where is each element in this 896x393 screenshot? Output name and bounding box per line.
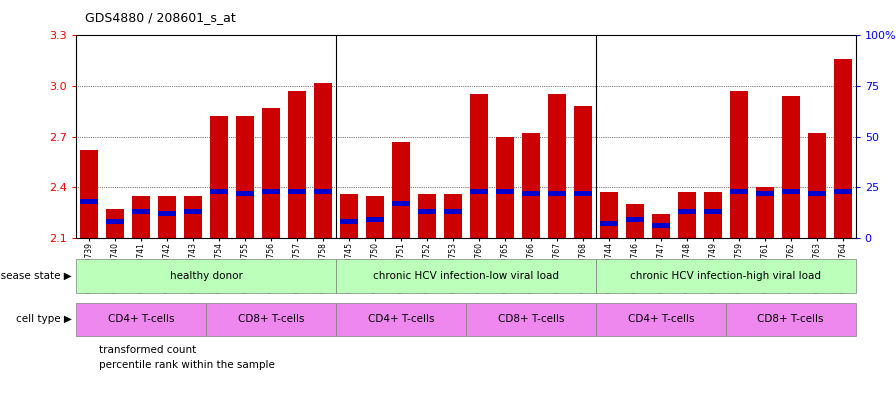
Bar <box>236 191 254 196</box>
Bar <box>158 196 177 238</box>
Bar <box>262 108 280 238</box>
Bar <box>596 303 726 336</box>
Bar <box>418 194 436 238</box>
Bar <box>781 189 800 194</box>
Text: CD4+ T-cells: CD4+ T-cells <box>367 314 435 324</box>
Bar <box>573 106 592 238</box>
Bar <box>262 189 280 194</box>
Bar <box>781 96 800 238</box>
Bar <box>651 223 670 228</box>
Bar <box>80 150 99 238</box>
Bar <box>833 189 852 194</box>
Text: disease state ▶: disease state ▶ <box>0 271 72 281</box>
Bar <box>210 189 228 194</box>
Text: chronic HCV infection-high viral load: chronic HCV infection-high viral load <box>630 271 822 281</box>
Bar <box>651 214 670 238</box>
Bar <box>495 189 514 194</box>
Bar <box>366 196 384 238</box>
Bar <box>206 303 336 336</box>
Text: chronic HCV infection-low viral load: chronic HCV infection-low viral load <box>373 271 559 281</box>
Text: CD4+ T-cells: CD4+ T-cells <box>108 314 175 324</box>
Bar <box>470 94 488 238</box>
Bar <box>833 59 852 238</box>
Bar <box>703 192 722 238</box>
Text: CD8+ T-cells: CD8+ T-cells <box>237 314 305 324</box>
Bar <box>495 136 514 238</box>
Bar <box>547 191 566 196</box>
Bar <box>340 194 358 238</box>
Bar <box>470 189 488 194</box>
Text: CD4+ T-cells: CD4+ T-cells <box>627 314 694 324</box>
Bar <box>677 209 696 214</box>
Bar <box>132 209 151 214</box>
Bar <box>184 209 202 214</box>
Bar <box>729 91 748 238</box>
Bar <box>726 303 856 336</box>
Text: transformed count: transformed count <box>99 345 196 355</box>
Bar <box>392 141 410 238</box>
Bar <box>703 209 722 214</box>
Text: GDS4880 / 208601_s_at: GDS4880 / 208601_s_at <box>85 11 236 24</box>
Bar <box>336 303 466 336</box>
Bar <box>76 259 336 293</box>
Bar <box>288 189 306 194</box>
Bar <box>366 217 384 222</box>
Bar <box>76 303 206 336</box>
Bar <box>599 221 618 226</box>
Bar <box>596 259 856 293</box>
Bar <box>418 209 436 214</box>
Bar <box>521 191 540 196</box>
Bar <box>132 196 151 238</box>
Text: percentile rank within the sample: percentile rank within the sample <box>99 360 274 371</box>
Bar <box>158 211 177 216</box>
Text: CD8+ T-cells: CD8+ T-cells <box>497 314 564 324</box>
Bar <box>444 194 462 238</box>
Bar <box>444 209 462 214</box>
Bar <box>755 191 774 196</box>
Bar <box>106 209 125 238</box>
Bar <box>340 219 358 224</box>
Bar <box>573 191 592 196</box>
Text: healthy donor: healthy donor <box>169 271 243 281</box>
Bar <box>210 116 228 238</box>
Bar <box>392 201 410 206</box>
Bar <box>336 259 596 293</box>
Text: cell type ▶: cell type ▶ <box>16 314 72 324</box>
Bar <box>547 94 566 238</box>
Bar <box>807 191 826 196</box>
Bar <box>677 192 696 238</box>
Bar <box>466 303 596 336</box>
Text: CD8+ T-cells: CD8+ T-cells <box>757 314 824 324</box>
Bar <box>288 91 306 238</box>
Bar <box>314 83 332 238</box>
Bar <box>599 192 618 238</box>
Bar <box>755 187 774 238</box>
Bar <box>184 196 202 238</box>
Bar <box>314 189 332 194</box>
Bar <box>625 204 644 238</box>
Bar <box>80 198 99 204</box>
Bar <box>106 219 125 224</box>
Bar <box>807 133 826 238</box>
Bar <box>625 217 644 222</box>
Bar <box>729 189 748 194</box>
Bar <box>521 133 540 238</box>
Bar <box>236 116 254 238</box>
